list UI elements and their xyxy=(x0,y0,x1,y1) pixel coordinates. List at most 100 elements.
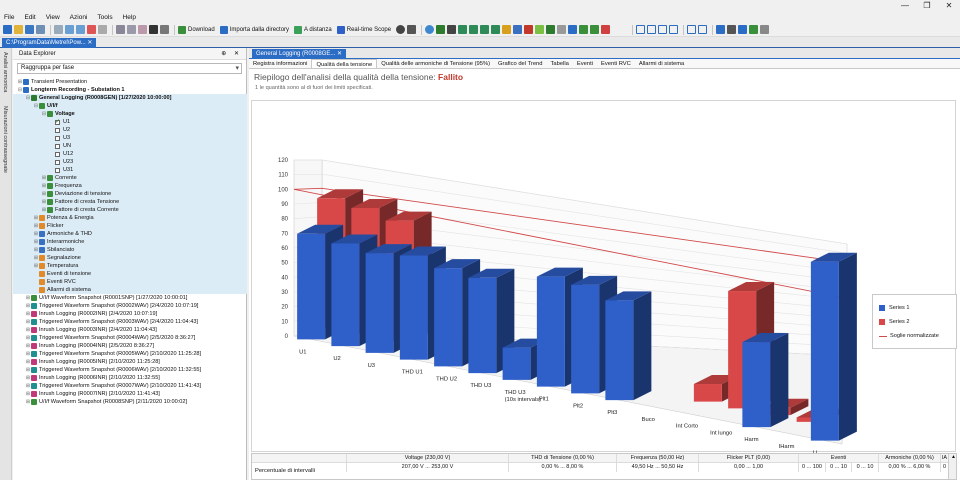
expand-toggle-icon[interactable]: ⊞ xyxy=(25,319,31,325)
tree-item[interactable]: ⊞ U/I/f Waveform Snapshot (R0001SNP) [1/2… xyxy=(13,294,247,302)
expand-toggle-icon[interactable]: ⊞ xyxy=(25,343,31,349)
new-icon[interactable] xyxy=(3,25,12,34)
axis2-icon[interactable] xyxy=(647,25,657,34)
report-icon[interactable] xyxy=(568,25,578,34)
tree-item[interactable]: U12 xyxy=(13,150,247,158)
minimize-icon[interactable]: — xyxy=(901,1,909,10)
col-frequency[interactable]: Frequenza (50,00 Hz) xyxy=(616,454,698,463)
close-icon[interactable]: ✕ xyxy=(945,1,953,10)
events-icon[interactable] xyxy=(524,25,534,34)
expand-toggle-icon[interactable]: ⊞ xyxy=(25,327,31,333)
expand-toggle-icon[interactable]: ⊞ xyxy=(25,303,31,309)
tree-checkbox[interactable] xyxy=(55,151,60,157)
tree-checkbox[interactable] xyxy=(55,118,60,126)
tree-item[interactable]: ⊞ Potenza & Energia xyxy=(13,214,247,222)
tree-item[interactable]: ⊞ Interarmoniche xyxy=(13,238,247,246)
tab-view[interactable]: Tabella xyxy=(550,61,569,67)
tree-item[interactable]: ⊞ Flicker xyxy=(13,222,247,230)
tree-checkbox[interactable] xyxy=(55,143,60,149)
tab-view[interactable]: Qualità della tensione xyxy=(311,59,378,68)
tab-view[interactable]: Grafico del Trend xyxy=(498,61,543,67)
view1-icon[interactable] xyxy=(458,25,468,34)
expand-toggle-icon[interactable]: ⊞ xyxy=(25,399,31,405)
expand-toggle-icon[interactable]: ⊞ xyxy=(41,199,47,205)
axis3-icon[interactable] xyxy=(658,25,668,34)
undo-icon[interactable] xyxy=(87,25,96,34)
tree-item[interactable]: ⊞ U/I/f Waveform Snapshot (R0008SNP) [2/1… xyxy=(13,398,247,406)
tree-checkbox[interactable] xyxy=(55,127,60,133)
tree-item[interactable]: ⊞ Inrush Logging (R0002INR) [2/4/2020 10:… xyxy=(13,310,247,318)
copy-icon[interactable] xyxy=(127,25,136,34)
expand-toggle-icon[interactable]: ⊞ xyxy=(41,183,47,189)
expand-toggle-icon[interactable]: ⊞ xyxy=(33,223,39,229)
tree-item[interactable]: ⊞ Corrente xyxy=(13,174,247,182)
expand-toggle-icon[interactable]: ⊞ xyxy=(41,191,47,197)
tab-view[interactable]: Eventi xyxy=(576,61,593,67)
tree-item[interactable]: U31 xyxy=(13,166,247,174)
info-icon[interactable] xyxy=(425,25,435,34)
delete-icon[interactable] xyxy=(149,25,158,34)
save-icon[interactable] xyxy=(25,25,34,34)
tree-item[interactable]: ⊟ U/I/f xyxy=(13,102,247,110)
tab-view[interactable]: Eventi RVC xyxy=(601,61,631,67)
tree-item[interactable]: ⊞ Segnalazione xyxy=(13,254,247,262)
phase-icon[interactable] xyxy=(579,25,589,34)
col-events[interactable]: Eventi xyxy=(798,454,878,463)
group-by-select[interactable]: Raggruppa per fase xyxy=(17,63,242,74)
expand-toggle-icon[interactable]: ⊞ xyxy=(41,175,47,181)
settings-icon[interactable] xyxy=(760,25,770,34)
col-thd[interactable]: THD di Tensione (0,00 %) xyxy=(508,454,616,463)
expand-toggle-icon[interactable]: ⊞ xyxy=(17,79,23,85)
col-ia[interactable]: IA xyxy=(940,454,948,463)
flagged-measurements-tab[interactable]: Misurazioni contrassegnate xyxy=(2,106,8,173)
flicker-icon[interactable] xyxy=(546,25,556,34)
col-flicker[interactable]: Flicker PLT (0,00) xyxy=(698,454,798,463)
view3-icon[interactable] xyxy=(480,25,490,34)
remote-button[interactable]: A distanza xyxy=(294,25,332,34)
table-scrollbar[interactable]: ▲ xyxy=(948,454,956,479)
sum-icon[interactable] xyxy=(590,25,600,34)
tree-item[interactable]: ⊞ Inrush Logging (R0003INR) [2/4/2020 11:… xyxy=(13,326,247,334)
col-voltage[interactable]: Voltage (230,00 V) xyxy=(346,454,508,463)
tree-item[interactable]: ⊞ Transient Presentation xyxy=(13,78,247,86)
expand-toggle-icon[interactable]: ⊞ xyxy=(25,359,31,365)
tree-item[interactable]: ⊞ Triggered Waveform Snapshot (R0002WAV) … xyxy=(13,302,247,310)
tab-view[interactable]: Qualità delle armoniche di Tensione (95%… xyxy=(381,61,491,67)
tree-checkbox[interactable] xyxy=(55,135,60,141)
cut-icon[interactable] xyxy=(116,25,125,34)
tree-item[interactable]: ⊞ Triggered Waveform Snapshot (R0003WAV) … xyxy=(13,318,247,326)
view2-icon[interactable] xyxy=(469,25,479,34)
tab-view[interactable]: Allarmi di sistema xyxy=(638,61,685,67)
paste-icon[interactable] xyxy=(138,25,147,34)
menu-azioni[interactable]: Azioni xyxy=(69,13,88,21)
properties-icon[interactable] xyxy=(160,25,169,34)
tree-item[interactable]: ⊞ Deviazione di tensione xyxy=(13,190,247,198)
trend-icon[interactable] xyxy=(502,25,512,34)
open-icon[interactable] xyxy=(14,25,23,34)
move-icon[interactable] xyxy=(54,25,63,34)
tree-item[interactable]: ⊟ Voltage xyxy=(13,110,247,118)
chart-icon[interactable] xyxy=(436,25,446,34)
tree-item[interactable]: ⊞ Temperatura xyxy=(13,262,247,270)
tree-item[interactable]: ⊞ Triggered Waveform Snapshot (R0005WAV) … xyxy=(13,350,247,358)
view4-icon[interactable] xyxy=(491,25,501,34)
tree-item[interactable]: Allarmi di sistema xyxy=(13,286,247,294)
tree-item[interactable]: U1 xyxy=(13,118,247,126)
tree-item[interactable]: ⊞ Armoniche & THD xyxy=(13,230,247,238)
col-harmonics[interactable]: Armoniche (0,00 %) xyxy=(878,454,940,463)
zoom-in-icon[interactable] xyxy=(65,25,74,34)
expand-toggle-icon[interactable]: ⊞ xyxy=(25,295,31,301)
menu-file[interactable]: File xyxy=(4,13,15,21)
table-icon[interactable] xyxy=(513,25,523,34)
tree-item[interactable]: U23 xyxy=(13,158,247,166)
redo-icon[interactable] xyxy=(98,25,107,34)
menu-view[interactable]: View xyxy=(45,13,60,21)
harmonic-analysis-tab[interactable]: Analisi armonica xyxy=(2,52,8,93)
legend-icon[interactable] xyxy=(716,25,726,34)
expand-toggle-icon[interactable]: ⊞ xyxy=(25,367,31,373)
expand-toggle-icon[interactable]: ⊟ xyxy=(25,95,31,101)
menu-help[interactable]: Help xyxy=(122,13,136,21)
bars-icon[interactable] xyxy=(738,25,748,34)
tree-item[interactable]: ⊞ Triggered Waveform Snapshot (R0004WAV) … xyxy=(13,334,247,342)
tree-item[interactable]: ⊞ Fattore di cresta Tensione xyxy=(13,198,247,206)
